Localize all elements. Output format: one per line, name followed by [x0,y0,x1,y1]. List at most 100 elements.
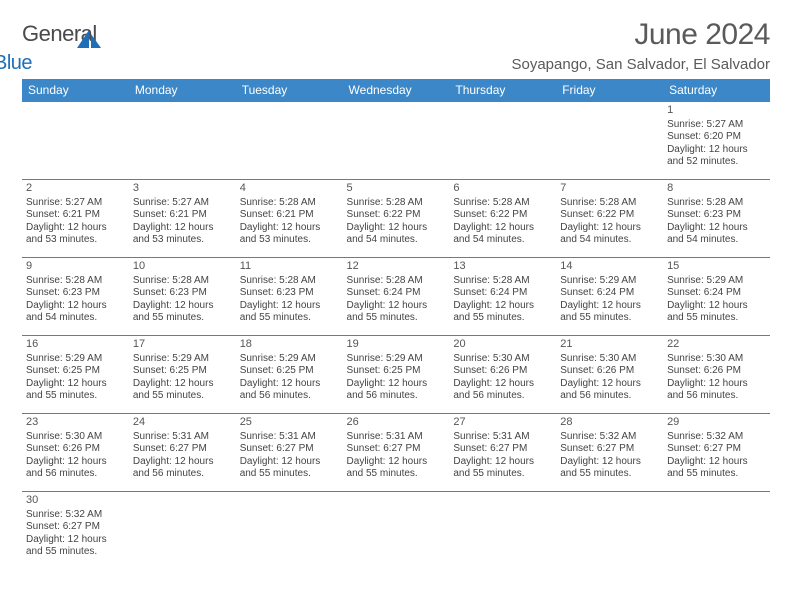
daylight-text-2: and 55 minutes. [347,468,446,481]
calendar-cell: 3Sunrise: 5:27 AMSunset: 6:21 PMDaylight… [129,180,236,258]
calendar-cell [22,102,129,180]
sunrise-text: Sunrise: 5:31 AM [453,431,552,444]
day-number: 20 [453,338,552,352]
daylight-text: Daylight: 12 hours [667,456,766,469]
calendar-cell [129,102,236,180]
sunrise-text: Sunrise: 5:27 AM [26,197,125,210]
sunrise-text: Sunrise: 5:28 AM [667,197,766,210]
daylight-text: Daylight: 12 hours [667,378,766,391]
calendar-body: 1Sunrise: 5:27 AMSunset: 6:20 PMDaylight… [22,102,770,570]
day-number: 23 [26,416,125,430]
calendar-cell [663,492,770,570]
calendar-cell: 2Sunrise: 5:27 AMSunset: 6:21 PMDaylight… [22,180,129,258]
sunset-text: Sunset: 6:22 PM [560,209,659,222]
calendar-cell: 5Sunrise: 5:28 AMSunset: 6:22 PMDaylight… [343,180,450,258]
sunrise-text: Sunrise: 5:32 AM [26,509,125,522]
daylight-text-2: and 54 minutes. [347,234,446,247]
calendar-cell: 26Sunrise: 5:31 AMSunset: 6:27 PMDayligh… [343,414,450,492]
calendar-row: 23Sunrise: 5:30 AMSunset: 6:26 PMDayligh… [22,414,770,492]
sunset-text: Sunset: 6:27 PM [560,443,659,456]
calendar-row: 1Sunrise: 5:27 AMSunset: 6:20 PMDaylight… [22,102,770,180]
sunset-text: Sunset: 6:21 PM [26,209,125,222]
daylight-text: Daylight: 12 hours [133,378,232,391]
daylight-text-2: and 53 minutes. [26,234,125,247]
sunset-text: Sunset: 6:27 PM [667,443,766,456]
daylight-text-2: and 53 minutes. [240,234,339,247]
calendar-cell [236,102,343,180]
sunrise-text: Sunrise: 5:29 AM [26,353,125,366]
daylight-text-2: and 52 minutes. [667,156,766,169]
sunrise-text: Sunrise: 5:30 AM [667,353,766,366]
weekday-header: Friday [556,79,663,102]
daylight-text-2: and 55 minutes. [453,468,552,481]
daylight-text-2: and 56 minutes. [133,468,232,481]
daylight-text-2: and 56 minutes. [453,390,552,403]
calendar-cell: 9Sunrise: 5:28 AMSunset: 6:23 PMDaylight… [22,258,129,336]
location-subtitle: Soyapango, San Salvador, El Salvador [511,56,770,73]
daylight-text: Daylight: 12 hours [347,378,446,391]
daylight-text: Daylight: 12 hours [560,378,659,391]
daylight-text-2: and 55 minutes. [133,390,232,403]
sunset-text: Sunset: 6:27 PM [133,443,232,456]
daylight-text: Daylight: 12 hours [667,300,766,313]
sunset-text: Sunset: 6:24 PM [453,287,552,300]
sunset-text: Sunset: 6:26 PM [453,365,552,378]
day-number: 16 [26,338,125,352]
daylight-text-2: and 53 minutes. [133,234,232,247]
day-number: 12 [347,260,446,274]
calendar-cell: 7Sunrise: 5:28 AMSunset: 6:22 PMDaylight… [556,180,663,258]
daylight-text: Daylight: 12 hours [240,378,339,391]
sunrise-text: Sunrise: 5:31 AM [347,431,446,444]
daylight-text: Daylight: 12 hours [240,456,339,469]
day-number: 8 [667,182,766,196]
calendar-cell: 27Sunrise: 5:31 AMSunset: 6:27 PMDayligh… [449,414,556,492]
calendar-cell: 10Sunrise: 5:28 AMSunset: 6:23 PMDayligh… [129,258,236,336]
day-number: 14 [560,260,659,274]
calendar-cell [556,102,663,180]
sunset-text: Sunset: 6:25 PM [26,365,125,378]
day-number: 21 [560,338,659,352]
sunset-text: Sunset: 6:23 PM [133,287,232,300]
brand-text-blue: Blue [0,54,69,72]
sunset-text: Sunset: 6:26 PM [560,365,659,378]
daylight-text-2: and 55 minutes. [667,468,766,481]
calendar-cell: 13Sunrise: 5:28 AMSunset: 6:24 PMDayligh… [449,258,556,336]
sunset-text: Sunset: 6:20 PM [667,131,766,144]
day-number: 29 [667,416,766,430]
daylight-text: Daylight: 12 hours [133,222,232,235]
day-number: 28 [560,416,659,430]
day-number: 19 [347,338,446,352]
daylight-text: Daylight: 12 hours [347,300,446,313]
sunrise-text: Sunrise: 5:28 AM [560,197,659,210]
daylight-text-2: and 54 minutes. [453,234,552,247]
daylight-text-2: and 56 minutes. [26,468,125,481]
sunset-text: Sunset: 6:21 PM [240,209,339,222]
sunset-text: Sunset: 6:24 PM [347,287,446,300]
day-number: 3 [133,182,232,196]
sunset-text: Sunset: 6:23 PM [667,209,766,222]
calendar-cell [449,492,556,570]
daylight-text-2: and 55 minutes. [133,312,232,325]
calendar-cell [556,492,663,570]
sunset-text: Sunset: 6:23 PM [26,287,125,300]
weekday-header: Wednesday [343,79,450,102]
calendar-row: 9Sunrise: 5:28 AMSunset: 6:23 PMDaylight… [22,258,770,336]
sunrise-text: Sunrise: 5:27 AM [133,197,232,210]
daylight-text: Daylight: 12 hours [133,456,232,469]
day-number: 30 [26,494,125,508]
daylight-text-2: and 55 minutes. [26,390,125,403]
calendar-cell: 17Sunrise: 5:29 AMSunset: 6:25 PMDayligh… [129,336,236,414]
sunset-text: Sunset: 6:25 PM [347,365,446,378]
daylight-text: Daylight: 12 hours [560,222,659,235]
calendar-table: Sunday Monday Tuesday Wednesday Thursday… [22,79,770,570]
sunrise-text: Sunrise: 5:28 AM [240,275,339,288]
sunrise-text: Sunrise: 5:30 AM [560,353,659,366]
daylight-text: Daylight: 12 hours [26,222,125,235]
day-number: 5 [347,182,446,196]
calendar-cell: 29Sunrise: 5:32 AMSunset: 6:27 PMDayligh… [663,414,770,492]
day-number: 26 [347,416,446,430]
daylight-text: Daylight: 12 hours [347,456,446,469]
sunrise-text: Sunrise: 5:30 AM [26,431,125,444]
sunrise-text: Sunrise: 5:28 AM [240,197,339,210]
day-number: 25 [240,416,339,430]
